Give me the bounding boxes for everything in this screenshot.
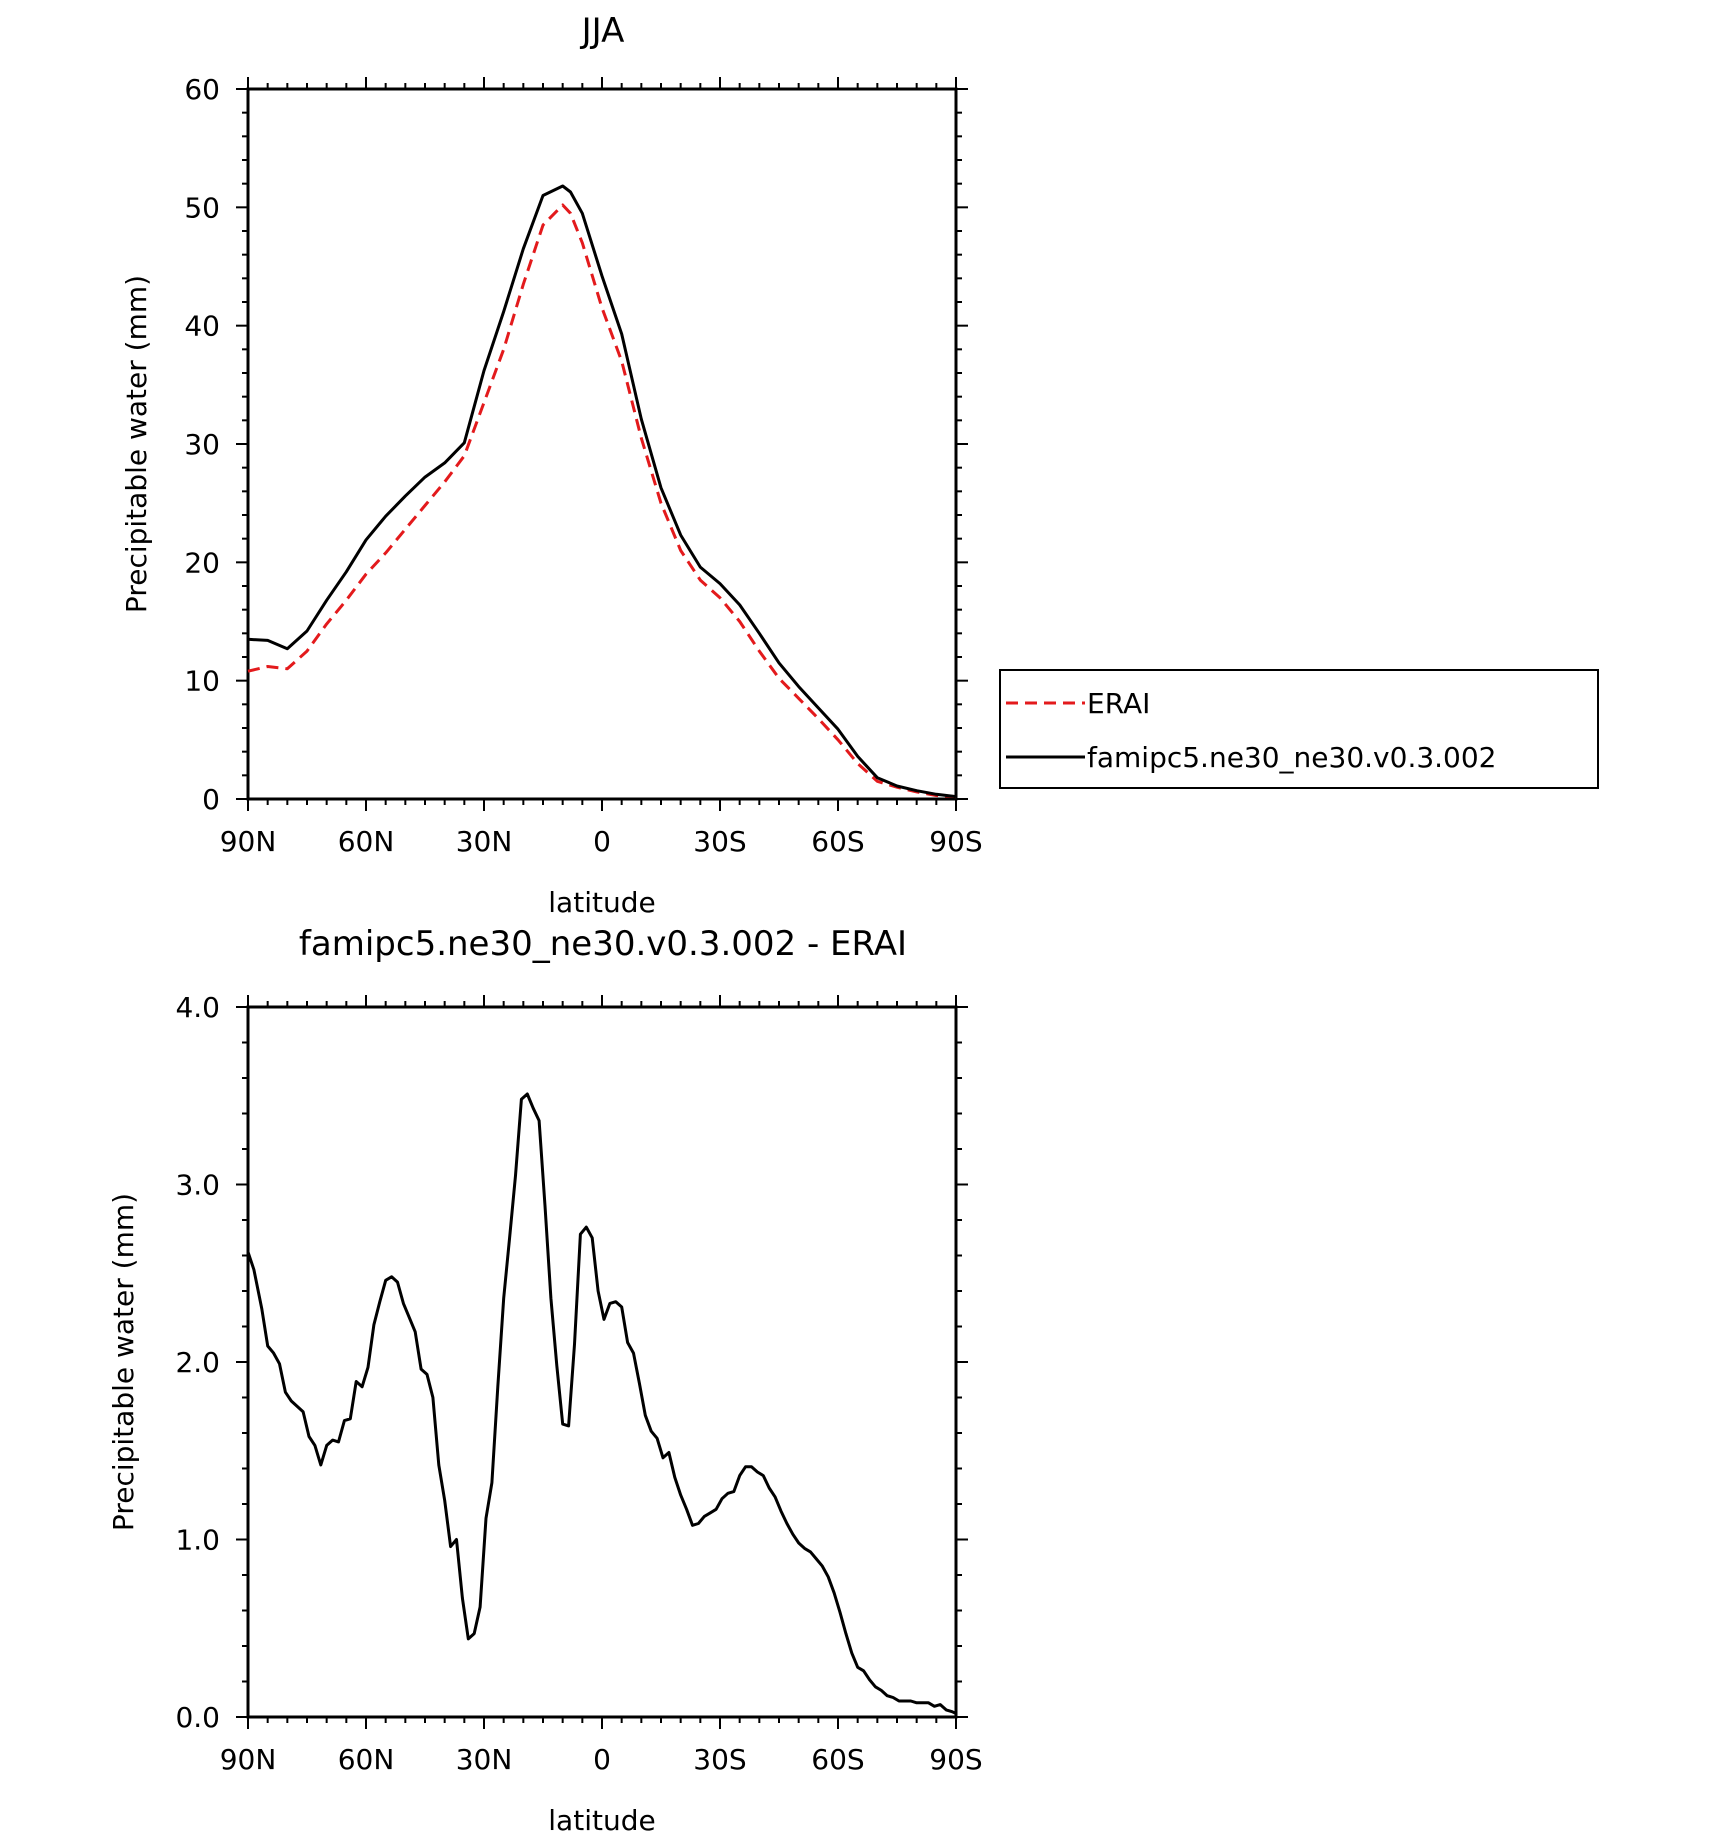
top-series [247,184,957,799]
y-tick-label: 50 [184,191,220,224]
bottom-y-axis-label: Precipitable water (mm) [107,1193,140,1531]
legend-label-model: famipc5.ne30_ne30.v0.3.002 [1087,741,1497,774]
top-ticks [236,77,968,811]
series-line-erai [247,203,957,799]
y-tick-label: 30 [184,428,220,461]
x-tick-label: 0 [593,1743,611,1776]
bottom-panel: famipc5.ne30_ne30.v0.3.002 - ERAI latitu… [107,924,983,1837]
top-plot-frame [246,87,958,801]
top-panel: JJA latitude Precipitable water (mm) 90N… [120,11,983,919]
x-tick-label: 60S [811,825,864,858]
y-tick-label: 2.0 [175,1346,220,1379]
bottom-ticks [236,995,968,1729]
x-tick-label: 90N [220,1743,277,1776]
bottom-series [246,1092,957,1715]
x-tick-label: 0 [593,825,611,858]
legend-box [999,669,1599,789]
y-tick-label: 4.0 [175,991,220,1024]
x-tick-label: 30S [693,1743,746,1776]
y-tick-label: 60 [184,73,220,106]
y-tick-label: 1.0 [175,1524,220,1557]
series-line-difference-0 [246,1092,957,1715]
top-x-axis-label: latitude [548,886,655,919]
y-tick-label: 40 [184,310,220,343]
bottom-chart-title: famipc5.ne30_ne30.v0.3.002 - ERAI [299,924,907,964]
y-tick-label: 0.0 [175,1701,220,1734]
y-tick-label: 0 [202,783,220,816]
legend: ERAI famipc5.ne30_ne30.v0.3.002 [999,669,1599,789]
top-y-axis-label: Precipitable water (mm) [120,275,153,613]
bottom-plot-frame [246,1005,958,1719]
y-tick-label: 20 [184,546,220,579]
x-tick-label: 90N [220,825,277,858]
y-tick-label: 10 [184,665,220,698]
top-chart-title: JJA [580,11,625,51]
legend-label-erai: ERAI [1087,687,1150,720]
x-tick-label: 30S [693,825,746,858]
x-tick-label: 30N [456,825,513,858]
y-tick-label: 3.0 [175,1169,220,1202]
x-tick-label: 60S [811,1743,864,1776]
x-tick-label: 60N [338,1743,395,1776]
x-tick-label: 30N [456,1743,513,1776]
x-tick-label: 60N [338,825,395,858]
series-line-famipc5-ne30-ne30-v0-3-002 [247,184,957,799]
x-tick-label: 90S [929,1743,982,1776]
x-tick-label: 90S [929,825,982,858]
bottom-x-axis-label: latitude [548,1804,655,1837]
